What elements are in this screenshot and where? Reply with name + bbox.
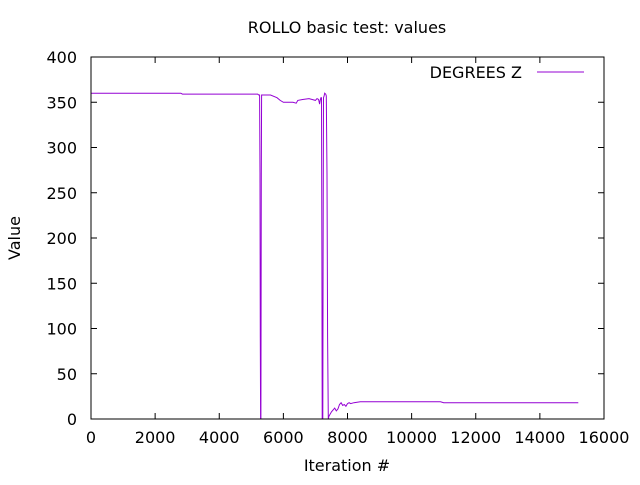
y-tick-label: 100 — [46, 320, 77, 339]
plot-area — [91, 92, 579, 420]
x-tick-label: 12000 — [450, 428, 501, 447]
y-tick-label: 50 — [57, 365, 77, 384]
y-tick-label: 200 — [46, 229, 77, 248]
legend: DEGREES Z — [430, 63, 584, 82]
y-axis-label: Value — [5, 216, 24, 260]
y-tick-label: 250 — [46, 184, 77, 203]
x-tick-label: 8000 — [327, 428, 368, 447]
y-tick-label: 300 — [46, 139, 77, 158]
legend-label: DEGREES Z — [430, 63, 522, 82]
chart-title: ROLLO basic test: values — [248, 18, 447, 37]
y-tick-label: 0 — [67, 410, 77, 429]
x-tick-label: 14000 — [514, 428, 565, 447]
series-line-degrees-z — [91, 92, 579, 420]
x-tick-label: 10000 — [386, 428, 437, 447]
axis-frame — [90, 56, 605, 420]
y-tick-label: 350 — [46, 93, 77, 112]
x-tick-label: 6000 — [263, 428, 304, 447]
x-tick-label: 2000 — [135, 428, 176, 447]
y-tick-label: 150 — [46, 274, 77, 293]
x-axis-label: Iteration # — [304, 456, 390, 475]
axis-ticks: 0 2000 4000 6000 8000 10000 12000 14000 16000 0 50… — [46, 48, 629, 447]
y-tick-label: 400 — [46, 48, 77, 67]
x-tick-label: 4000 — [199, 428, 240, 447]
x-tick-label: 0 — [86, 428, 96, 447]
x-tick-label: 16000 — [579, 428, 630, 447]
